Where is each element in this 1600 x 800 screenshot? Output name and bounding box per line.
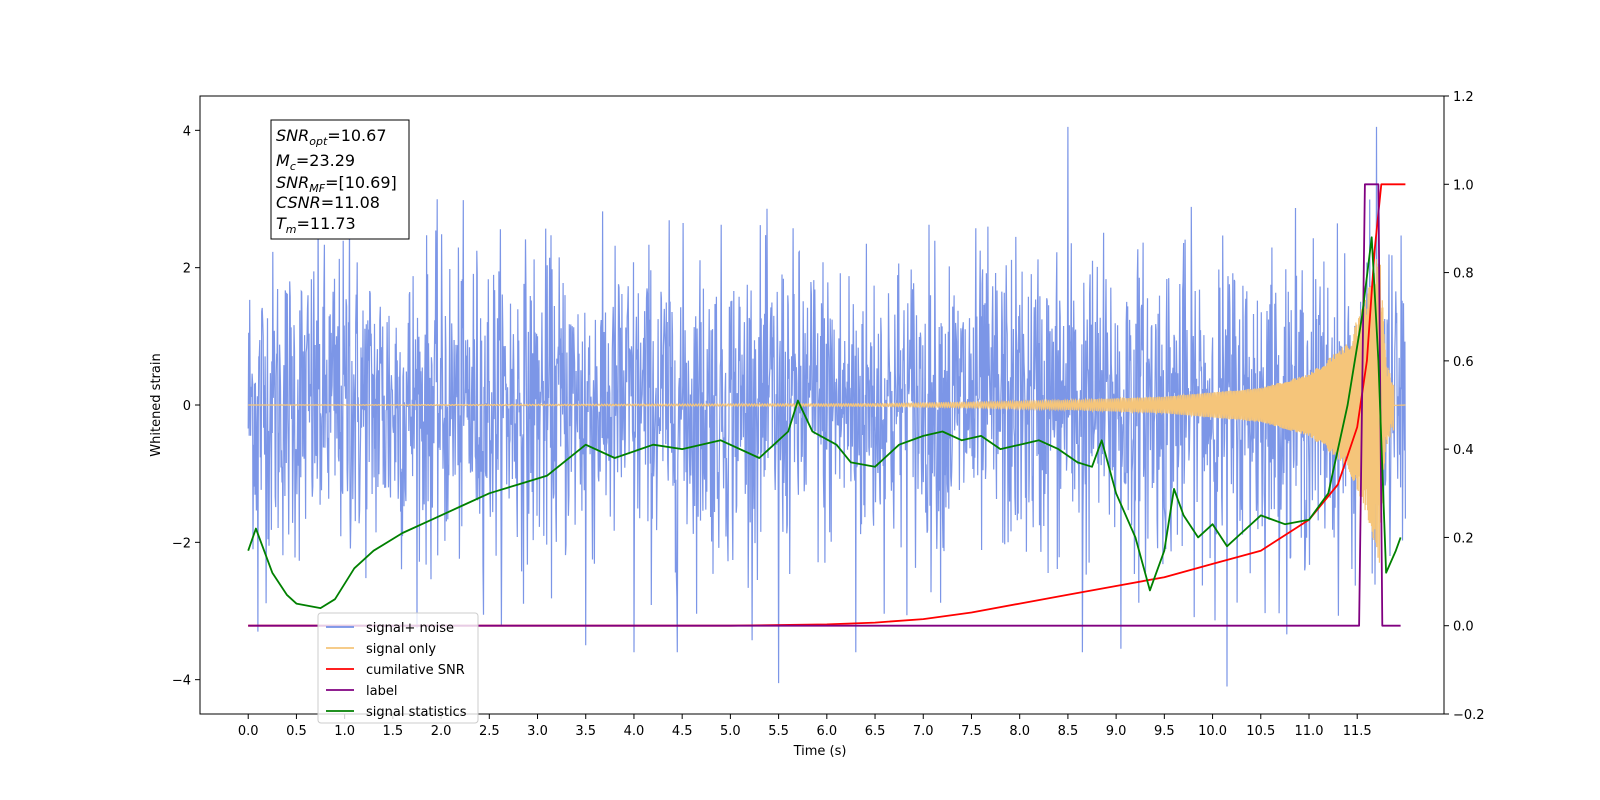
legend-label: cumilative SNR [366, 663, 465, 678]
annotation-snr-mf-value: =[10.69] [325, 173, 397, 192]
annotation-csnr: CSNR=11.08 [276, 193, 380, 212]
y2-tick-label: 0.2 [1453, 531, 1474, 546]
x-tick-label: 2.5 [479, 724, 500, 739]
y2-tick-label: 0.6 [1453, 355, 1474, 370]
annotation-mc-sub: c [290, 160, 296, 173]
y-tick-label: 0 [183, 399, 191, 414]
series-signal-only-line [248, 258, 1406, 563]
y2-tick-label: 1.2 [1453, 90, 1474, 105]
x-tick-label: 2.0 [431, 724, 452, 739]
x-tick-label: 6.0 [816, 724, 837, 739]
x-tick-label: 3.0 [527, 724, 548, 739]
y2-tick-label: −0.2 [1453, 708, 1485, 723]
annotation-snr-opt-label: SNR [276, 126, 309, 145]
x-tick-label: 11.5 [1343, 724, 1372, 739]
annotation-mc: Mc=23.29 [276, 151, 355, 173]
legend-item: label [326, 684, 397, 699]
x-tick-label: 3.5 [575, 724, 596, 739]
x-tick-label: 8.5 [1058, 724, 1079, 739]
y2-tick-label: 1.0 [1453, 178, 1474, 193]
annotation-csnr-value: =11.08 [321, 193, 380, 212]
plot-area [247, 126, 1407, 687]
series-signal-noise-line [247, 126, 1407, 687]
series-signal-statistics-line [247, 236, 1402, 609]
y2-tick-label: 0.4 [1453, 443, 1474, 458]
series-label-line [248, 183, 1401, 627]
legend: signal+ noise signal only cumilative SNR la… [317, 612, 479, 724]
legend-label: signal only [366, 642, 436, 657]
x-tick-label: 7.0 [913, 724, 934, 739]
annotation-tm-sub: m [286, 223, 297, 236]
x-tick-label: 10.5 [1246, 724, 1275, 739]
y-axis-left: 4 2 0 −2 −4 [172, 124, 200, 689]
annotation-snr-opt: SNRopt=10.67 [276, 126, 387, 148]
x-tick-label: 4.5 [672, 724, 693, 739]
annotation-csnr-label: CSNR [276, 193, 321, 212]
x-axis: 0.0 0.5 1.0 1.5 2.0 2.5 3.0 3.5 4.0 4.5 5.0 5.5 6.0 6… [238, 714, 1372, 739]
annotation-tm-label: T [276, 214, 287, 233]
y-tick-label: −2 [172, 536, 191, 551]
legend-label: signal+ noise [366, 621, 454, 636]
x-tick-label: 7.5 [961, 724, 982, 739]
legend-label: label [366, 684, 397, 699]
legend-item: signal only [326, 642, 436, 657]
x-tick-label: 9.5 [1154, 724, 1175, 739]
x-tick-label: 10.0 [1198, 724, 1227, 739]
x-tick-label: 5.5 [768, 724, 789, 739]
x-tick-label: 9.0 [1106, 724, 1127, 739]
legend-item: signal+ noise [326, 621, 454, 636]
legend-item: cumilative SNR [326, 663, 465, 678]
x-tick-label: 1.5 [383, 724, 404, 739]
y-tick-label: 2 [183, 262, 191, 277]
annotation-snr-mf: SNRMF=[10.69] [276, 173, 397, 195]
annotation-snr-mf-label: SNR [276, 173, 309, 192]
x-tick-label: 5.0 [720, 724, 741, 739]
annotation-mc-value: =23.29 [296, 151, 355, 170]
y2-tick-label: 0.8 [1453, 267, 1474, 282]
y-axis-label: Whitened strain [149, 353, 164, 456]
annotation-snr-opt-sub: opt [309, 135, 328, 148]
legend-item: signal statistics [326, 705, 467, 720]
x-tick-label: 6.5 [865, 724, 886, 739]
annotation-mc-label: M [276, 151, 290, 170]
x-tick-label: 11.0 [1295, 724, 1324, 739]
y-tick-label: −4 [172, 674, 191, 689]
x-axis-label: Time (s) [793, 744, 847, 759]
x-tick-label: 8.0 [1009, 724, 1030, 739]
legend-label: signal statistics [366, 705, 467, 720]
series-cumulative-snr-line [248, 183, 1406, 627]
y2-tick-label: 0.0 [1453, 620, 1474, 635]
x-tick-label: 0.0 [238, 724, 259, 739]
y-axis-right: 1.2 1.0 0.8 0.6 0.4 0.2 0.0 −0.2 [1444, 90, 1485, 723]
annotation-snr-opt-value: =10.67 [327, 126, 386, 145]
x-tick-label: 4.0 [624, 724, 645, 739]
annotation-box: SNRopt=10.67 Mc=23.29 SNRMF=[10.69] CSNR… [270, 119, 410, 240]
annotation-tm: Tm=11.73 [276, 214, 356, 236]
annotation-tm-value: =11.73 [297, 214, 356, 233]
x-tick-label: 0.5 [286, 724, 307, 739]
x-tick-label: 1.0 [334, 724, 355, 739]
annotation-snr-mf-sub: MF [309, 182, 325, 195]
y-tick-label: 4 [183, 124, 191, 139]
